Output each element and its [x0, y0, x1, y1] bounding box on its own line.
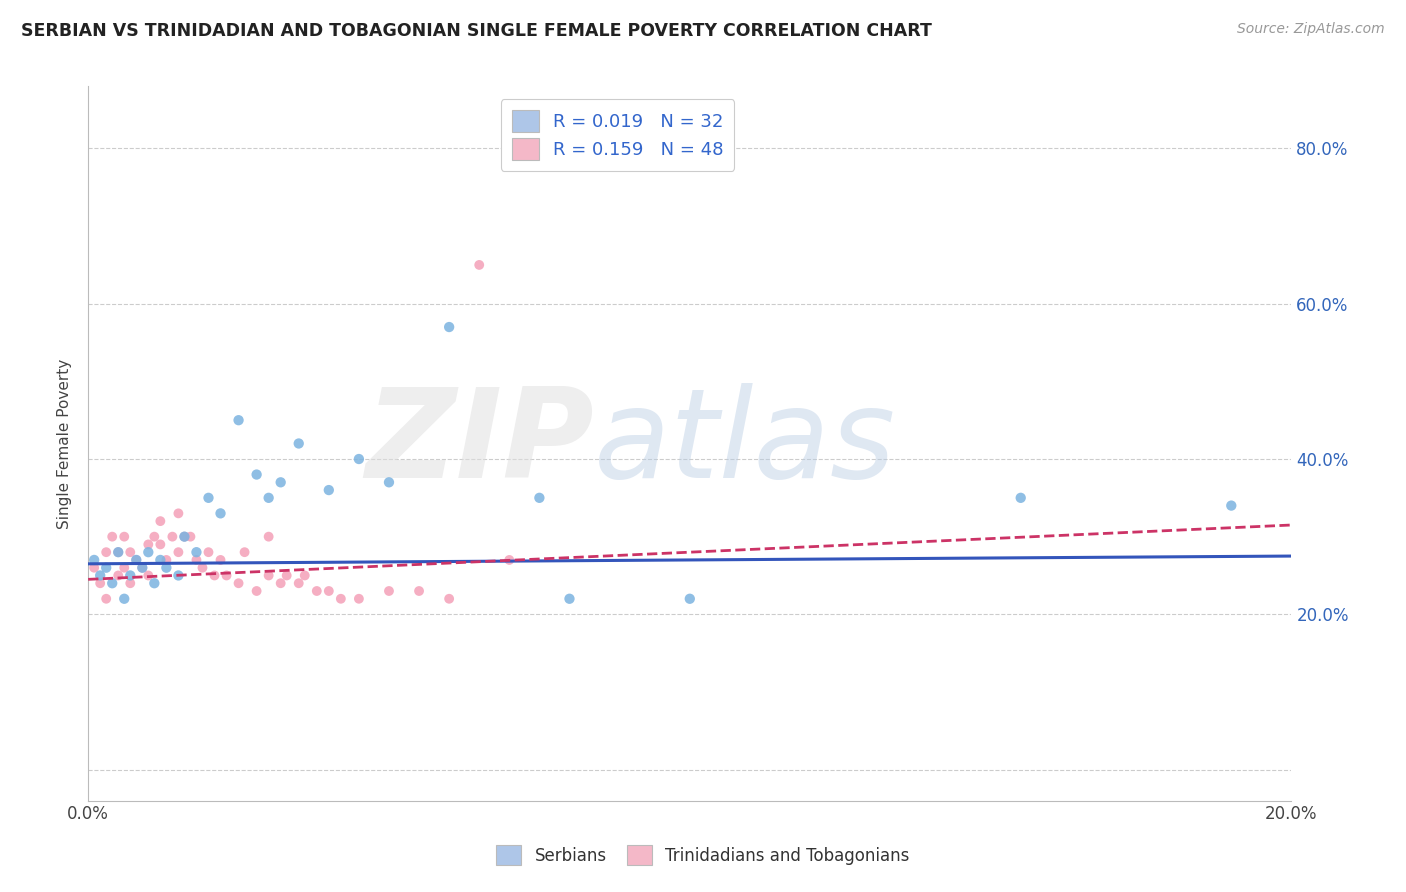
Point	[228, 413, 250, 427]
Point	[318, 584, 340, 599]
Point	[167, 507, 190, 521]
Point	[136, 537, 159, 551]
Point	[498, 553, 520, 567]
Point	[173, 530, 195, 544]
Point	[167, 568, 190, 582]
Point	[228, 576, 250, 591]
Point	[96, 560, 118, 574]
Point	[270, 475, 292, 490]
Point	[276, 568, 298, 582]
Point	[143, 576, 166, 591]
Point	[437, 591, 460, 606]
Point	[143, 530, 166, 544]
Point	[149, 553, 172, 567]
Point	[215, 568, 238, 582]
Point	[120, 545, 142, 559]
Point	[558, 591, 581, 606]
Point	[204, 568, 226, 582]
Point	[162, 530, 184, 544]
Point	[347, 452, 370, 467]
Point	[294, 568, 316, 582]
Point	[191, 560, 214, 574]
Point	[83, 553, 105, 567]
Point	[468, 258, 491, 272]
Point	[120, 576, 142, 591]
Point	[125, 553, 148, 567]
Point	[107, 545, 129, 559]
Point	[408, 584, 430, 599]
Point	[112, 530, 135, 544]
Point	[246, 584, 269, 599]
Point	[120, 568, 142, 582]
Point	[131, 560, 153, 574]
Point	[378, 475, 401, 490]
Point	[96, 591, 118, 606]
Point	[112, 560, 135, 574]
Point	[96, 545, 118, 559]
Point	[173, 530, 195, 544]
Text: ZIP: ZIP	[364, 383, 593, 504]
Point	[101, 530, 124, 544]
Point	[257, 568, 280, 582]
Point	[329, 591, 352, 606]
Point	[89, 576, 111, 591]
Legend: R = 0.019   N = 32, R = 0.159   N = 48: R = 0.019 N = 32, R = 0.159 N = 48	[501, 99, 734, 171]
Point	[186, 553, 208, 567]
Point	[125, 553, 148, 567]
Y-axis label: Single Female Poverty: Single Female Poverty	[58, 359, 72, 529]
Point	[186, 545, 208, 559]
Point	[287, 576, 309, 591]
Point	[437, 320, 460, 334]
Point	[101, 576, 124, 591]
Point	[107, 545, 129, 559]
Point	[1010, 491, 1032, 505]
Point	[257, 491, 280, 505]
Point	[89, 568, 111, 582]
Point	[318, 483, 340, 497]
Point	[209, 553, 232, 567]
Point	[155, 560, 177, 574]
Point	[233, 545, 256, 559]
Text: atlas: atlas	[593, 383, 896, 504]
Point	[179, 530, 201, 544]
Point	[529, 491, 551, 505]
Point	[112, 591, 135, 606]
Point	[270, 576, 292, 591]
Point	[679, 591, 702, 606]
Text: Source: ZipAtlas.com: Source: ZipAtlas.com	[1237, 22, 1385, 37]
Point	[305, 584, 328, 599]
Point	[149, 514, 172, 528]
Point	[167, 545, 190, 559]
Point	[378, 584, 401, 599]
Point	[107, 568, 129, 582]
Point	[246, 467, 269, 482]
Point	[197, 545, 219, 559]
Point	[197, 491, 219, 505]
Point	[149, 537, 172, 551]
Point	[257, 530, 280, 544]
Point	[136, 545, 159, 559]
Point	[83, 560, 105, 574]
Point	[1220, 499, 1243, 513]
Point	[136, 568, 159, 582]
Legend: Serbians, Trinidadians and Tobagonians: Serbians, Trinidadians and Tobagonians	[488, 837, 918, 873]
Point	[347, 591, 370, 606]
Point	[155, 553, 177, 567]
Point	[209, 507, 232, 521]
Text: SERBIAN VS TRINIDADIAN AND TOBAGONIAN SINGLE FEMALE POVERTY CORRELATION CHART: SERBIAN VS TRINIDADIAN AND TOBAGONIAN SI…	[21, 22, 932, 40]
Point	[287, 436, 309, 450]
Point	[131, 560, 153, 574]
